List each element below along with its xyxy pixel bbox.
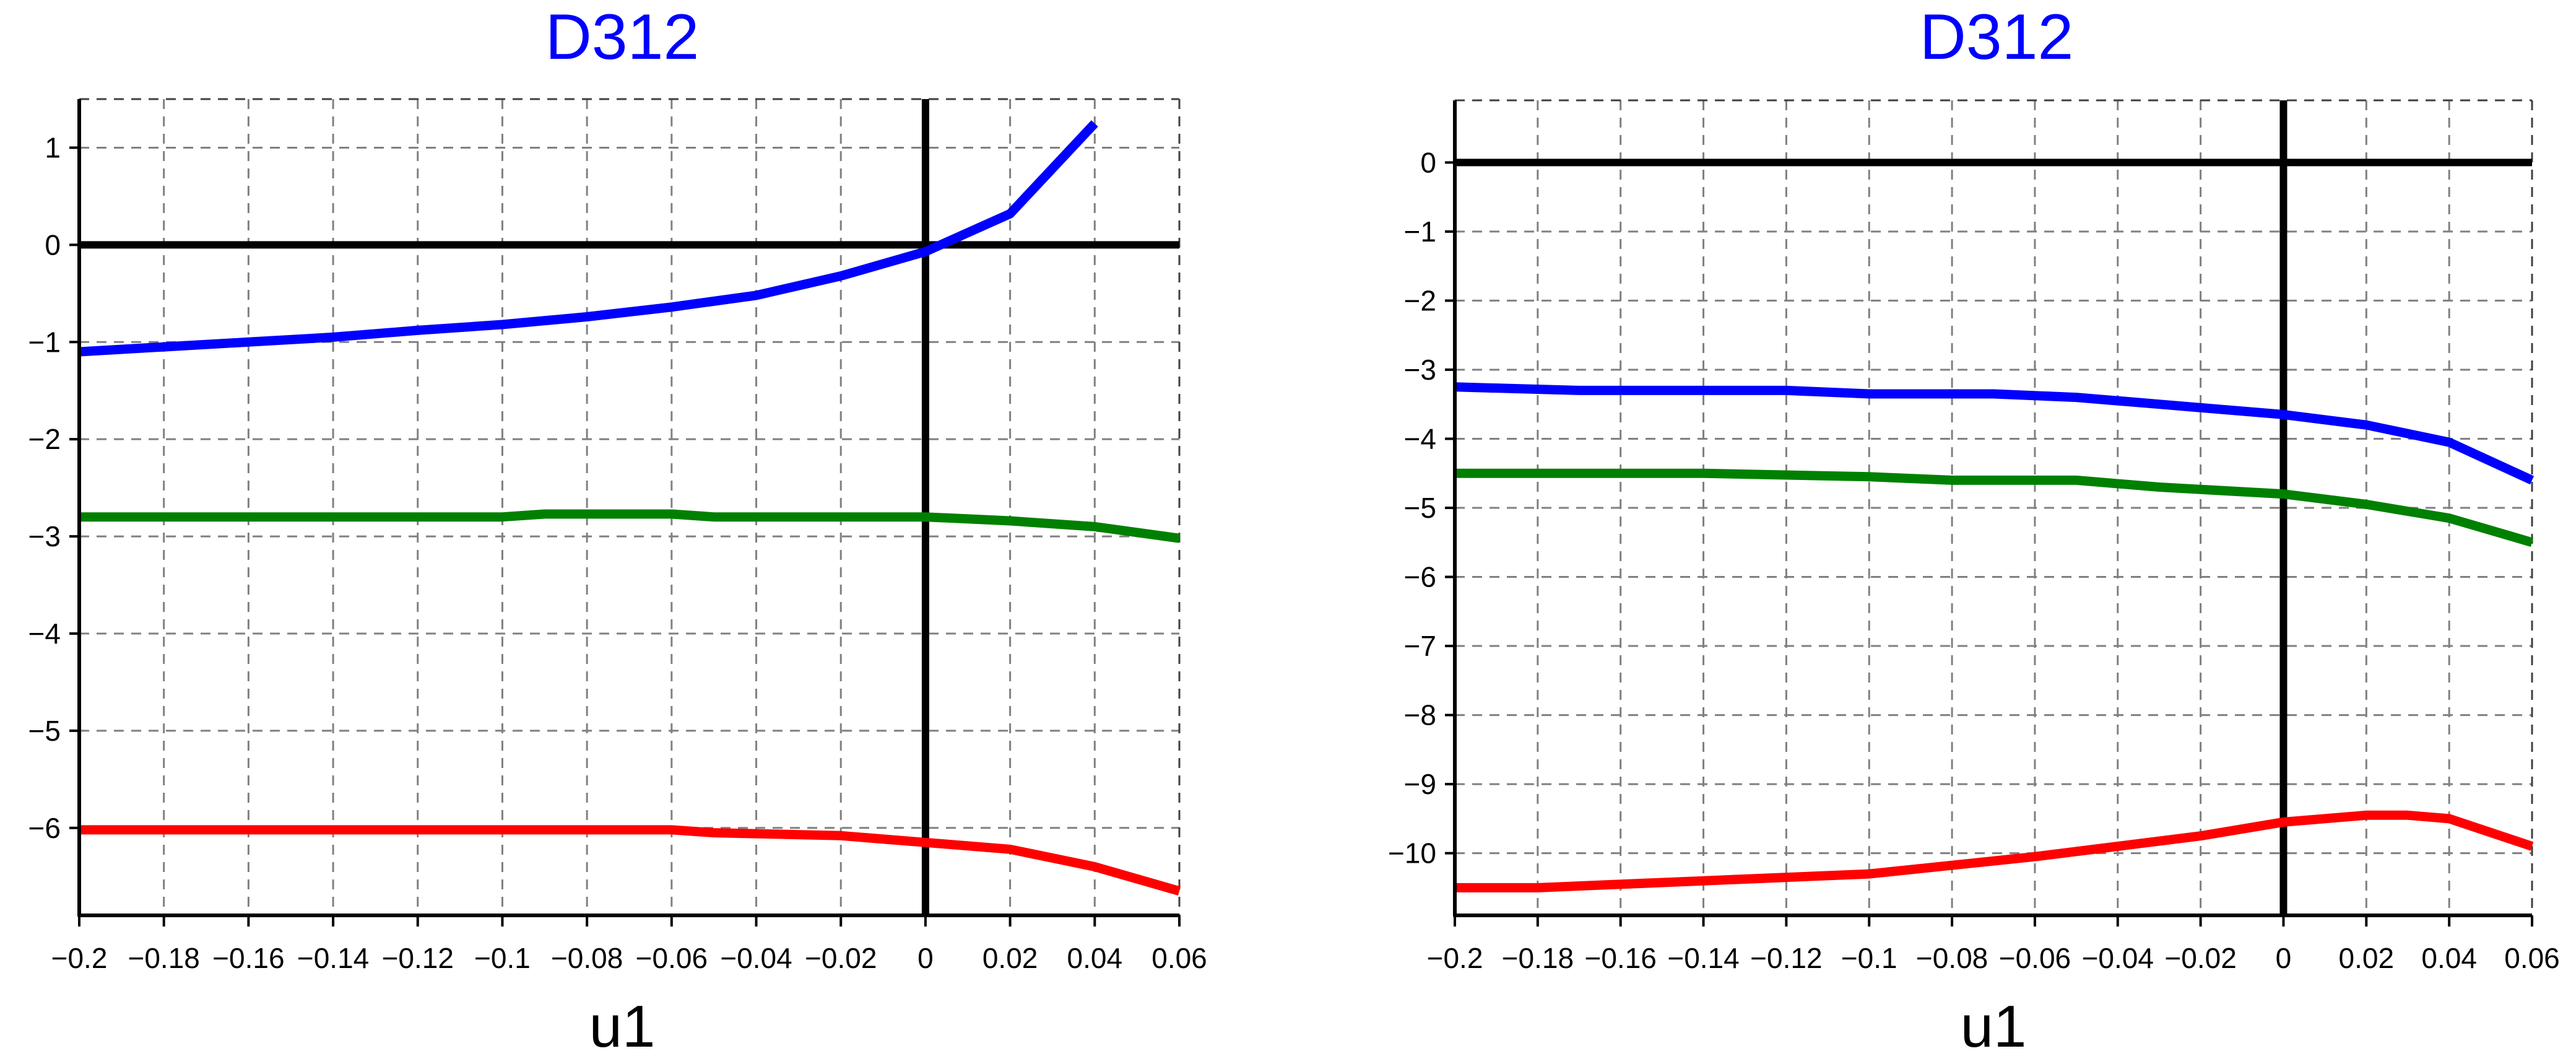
x-tick-label: 0.04: [1067, 942, 1123, 974]
x-tick-label: −0.04: [2082, 942, 2154, 974]
chart-title: D312: [545, 1, 700, 73]
x-tick-label: −0.16: [1584, 942, 1656, 974]
x-tick-label: 0.06: [2504, 942, 2560, 974]
series-line-2: [79, 509, 1181, 543]
y-tick-label: 1: [45, 131, 61, 164]
y-tick-label: −1: [1404, 216, 1436, 248]
x-tick-label: 0.06: [1151, 942, 1207, 974]
y-tick-label: −4: [28, 617, 61, 650]
series-line-2: [1455, 468, 2534, 547]
y-tick-label: −9: [1404, 768, 1436, 800]
x-tick-label: 0.02: [982, 942, 1038, 974]
x-tick-label: −0.04: [720, 942, 792, 974]
x-tick-label: −0.18: [1502, 942, 1574, 974]
x-tick-label: −0.08: [551, 942, 623, 974]
series-line-3: [1455, 810, 2534, 892]
y-tick-label: −8: [1404, 699, 1436, 731]
x-tick-label: −0.18: [128, 942, 199, 974]
x-tick-label: −0.2: [1427, 942, 1483, 974]
y-tick-label: −7: [1404, 630, 1436, 662]
x-tick-label: −0.06: [636, 942, 708, 974]
y-tick-label: −3: [1404, 354, 1436, 386]
chart-left: −0.2 −0.18 −0.16 −0.14 −0.12 −0.1 −0.08 −0.06 −0…: [28, 1, 1207, 1060]
y-tick-label: −10: [1388, 837, 1436, 870]
y-tick-label: −2: [1404, 284, 1436, 316]
chart-title: D312: [1920, 1, 2074, 73]
series-line-1: [1454, 382, 2535, 485]
x-tick-label: −0.1: [1841, 942, 1897, 974]
y-tick-label: −4: [1404, 422, 1436, 455]
x-axis-label: u1: [589, 993, 656, 1060]
x-tick-label: 0.02: [2339, 942, 2395, 974]
series-line-1: [79, 120, 1098, 357]
x-tick-label: −0.02: [2164, 942, 2236, 974]
x-tick-label: −0.12: [1750, 942, 1822, 974]
x-tick-label: −0.12: [382, 942, 454, 974]
x-tick-label: −0.14: [1667, 942, 1739, 974]
chart-right: −0.2 −0.18 −0.16 −0.14 −0.12 −0.1 −0.08 −0.06 −0…: [1388, 1, 2560, 1060]
series-line-3: [79, 825, 1181, 896]
y-tick-label: −5: [1404, 492, 1436, 524]
y-tick-label: −1: [28, 326, 61, 358]
x-tick-label: −0.08: [1916, 942, 1988, 974]
x-axis-label: u1: [1961, 993, 2027, 1060]
x-tick-label: 0: [2276, 942, 2292, 974]
x-tick-label: −0.1: [474, 942, 531, 974]
y-tick-label: −6: [28, 812, 61, 844]
y-tick-label: 0: [45, 229, 61, 261]
plot-area: [79, 99, 1179, 915]
x-tick-label: 0.04: [2421, 942, 2477, 974]
x-tick-label: 0: [917, 942, 934, 974]
x-tick-label: −0.02: [805, 942, 877, 974]
y-tick-label: −3: [28, 520, 61, 552]
y-tick-label: −2: [28, 423, 61, 455]
x-tick-label: −0.06: [1999, 942, 2071, 974]
y-tick-label: 0: [1420, 146, 1436, 178]
y-tick-label: −5: [28, 715, 61, 747]
x-tick-label: −0.16: [212, 942, 284, 974]
x-tick-label: −0.14: [297, 942, 369, 974]
y-tick-label: −6: [1404, 561, 1436, 593]
x-tick-label: −0.2: [51, 942, 108, 974]
